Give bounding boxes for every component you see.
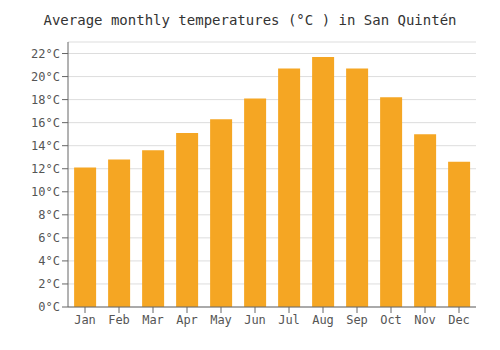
svg-text:0°C: 0°C <box>38 300 60 314</box>
svg-text:Jul: Jul <box>278 313 300 327</box>
svg-text:6°C: 6°C <box>38 231 60 245</box>
svg-text:14°C: 14°C <box>31 139 60 153</box>
svg-text:2°C: 2°C <box>38 277 60 291</box>
svg-text:22°C: 22°C <box>31 47 60 61</box>
html-text:Average monthly temperatures (: Average monthly temperatures (°C ) in Sa… <box>43 12 457 28</box>
svg-text:Dec: Dec <box>448 313 470 327</box>
svg-text:Mar: Mar <box>142 313 164 327</box>
svg-text:Jun: Jun <box>244 313 266 327</box>
svg-text:4°C: 4°C <box>38 254 60 268</box>
svg-text:Aug: Aug <box>312 313 334 327</box>
svg-text:Feb: Feb <box>108 313 130 327</box>
svg-text:Jan: Jan <box>74 313 96 327</box>
svg-text:18°C: 18°C <box>31 93 60 107</box>
svg-text:Oct: Oct <box>380 313 402 327</box>
svg-text:12°C: 12°C <box>31 162 60 176</box>
svg-text:8°C: 8°C <box>38 208 60 222</box>
svg-text:10°C: 10°C <box>31 185 60 199</box>
svg-text:16°C: 16°C <box>31 116 60 130</box>
svg-text:Nov: Nov <box>414 313 436 327</box>
svg-text:Apr: Apr <box>176 313 198 327</box>
svg-text:20°C: 20°C <box>31 70 60 84</box>
svg-text:May: May <box>210 313 232 327</box>
svg-text:Sep: Sep <box>346 313 368 327</box>
